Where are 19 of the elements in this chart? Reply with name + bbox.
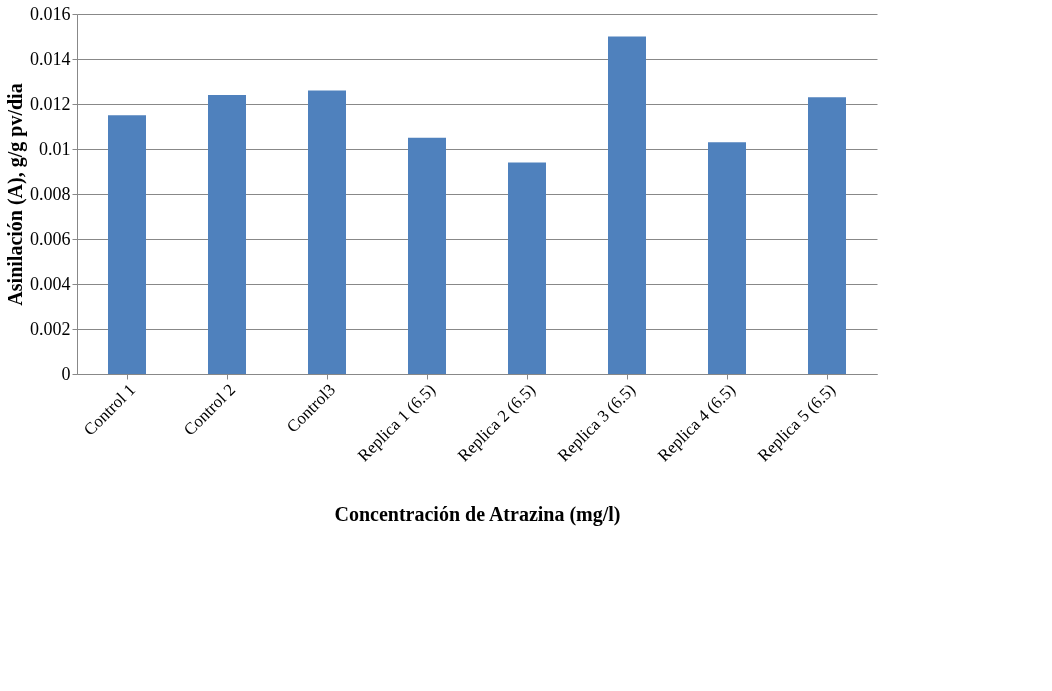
bar <box>408 137 446 374</box>
y-axis-title: Asinilación (A), g/g pv/dia <box>4 83 27 306</box>
y-tick-label: 0.012 <box>30 93 71 114</box>
bar <box>308 90 346 374</box>
x-axis-title: Concentración de Atrazina (mg/l) <box>334 502 621 526</box>
bar <box>808 97 846 374</box>
y-tick-label: 0.006 <box>30 228 71 249</box>
bar <box>208 95 246 374</box>
y-tick-label: 0 <box>61 363 71 384</box>
bar <box>708 142 746 374</box>
bar <box>608 36 646 374</box>
bar <box>108 115 146 374</box>
bar <box>508 162 546 374</box>
y-tick-label: 0.016 <box>30 3 71 24</box>
y-tick-label: 0.002 <box>30 318 71 339</box>
y-tick-label: 0.014 <box>30 48 71 69</box>
y-tick-label: 0.004 <box>30 273 71 294</box>
y-tick-label: 0.008 <box>30 183 71 204</box>
y-tick-label: 0.01 <box>39 138 71 159</box>
